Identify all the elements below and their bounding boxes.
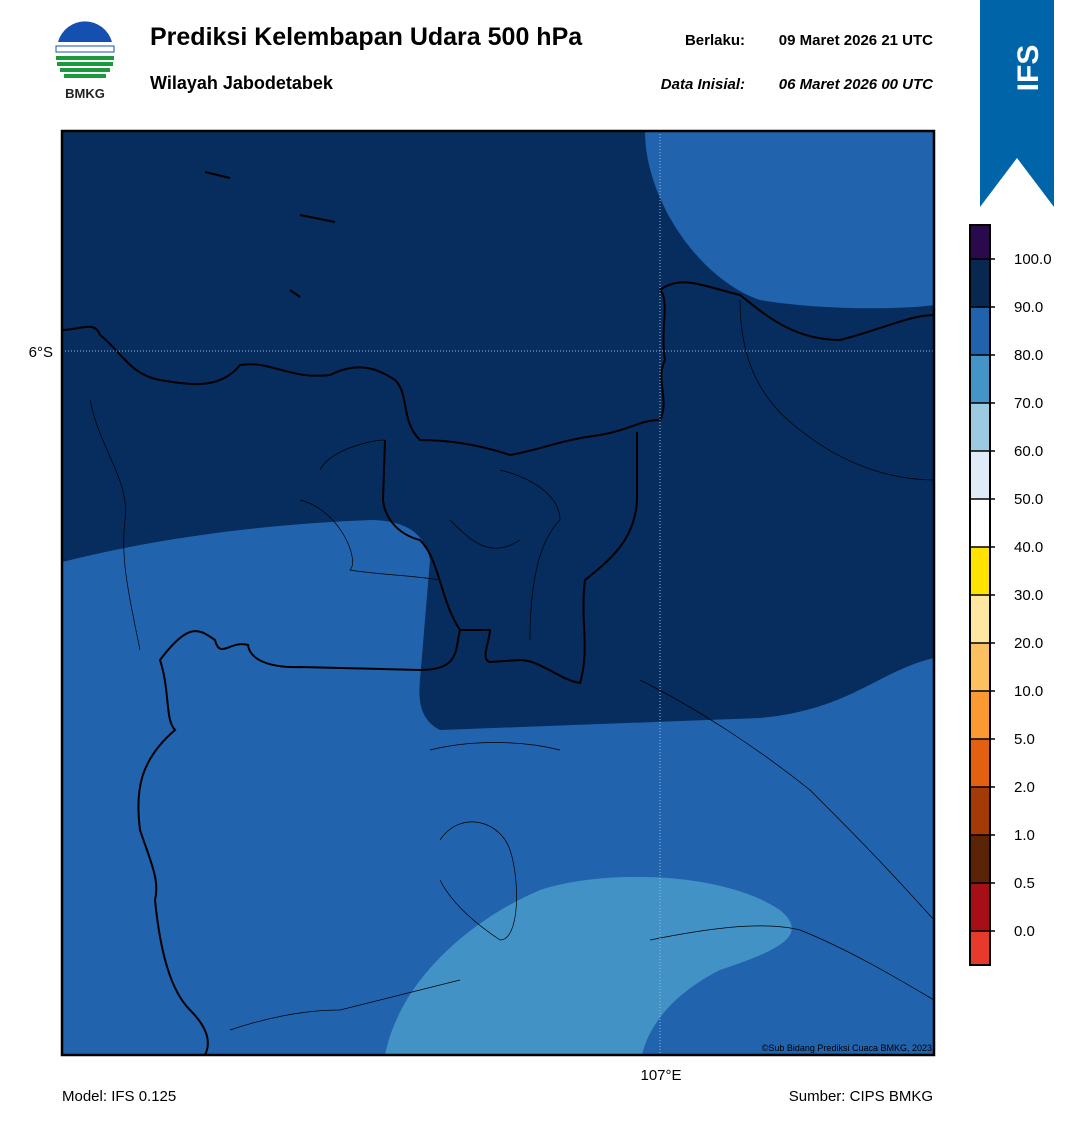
colorbar-label: 1.0 [1014, 827, 1035, 844]
colorbar-bin [970, 451, 990, 499]
title: Prediksi Kelembapan Udara 500 hPa [150, 23, 583, 51]
colorbar-label: 30.0 [1014, 587, 1043, 604]
colorbar-bin [970, 883, 990, 931]
credit: ©Sub Bidang Prediksi Cuaca BMKG, 2023 [762, 1043, 932, 1053]
colorbar-label: 20.0 [1014, 635, 1043, 652]
colorbar-bin [970, 739, 990, 787]
colorbar-bin [970, 355, 990, 403]
colorbar-label: 40.0 [1014, 539, 1043, 556]
badge [980, 0, 1054, 207]
colorbar-bin [970, 835, 990, 883]
valid-time: 09 Maret 2026 21 UTC [779, 32, 933, 49]
colorbar-bin [970, 499, 990, 547]
colorbar-label: 60.0 [1014, 443, 1043, 460]
colorbar-label: 0.5 [1014, 875, 1035, 892]
logo: BMKG [55, 21, 115, 101]
colorbar-bin [970, 259, 990, 307]
colorbar-label: 0.0 [1014, 923, 1035, 940]
colorbar-label: 70.0 [1014, 395, 1043, 412]
colorbar: 0.0 0.5 1.0 2.0 5.0 10.0 20.0 30.0 40.0 50.0 60.0 7… [969, 224, 1052, 966]
footer-source: Sumber: CIPS BMKG [789, 1088, 933, 1105]
colorbar-bin [970, 691, 990, 739]
colorbar-bin [970, 403, 990, 451]
colorbar-label: 50.0 [1014, 491, 1043, 508]
lon-label: 107°E [640, 1067, 681, 1084]
colorbar-bin [970, 547, 990, 595]
colorbar-bin [970, 643, 990, 691]
badge-text: IFS [1012, 45, 1045, 92]
subtitle: Wilayah Jabodetabek [150, 73, 334, 93]
colorbar-label: 2.0 [1014, 779, 1035, 796]
initial-time: 06 Maret 2026 00 UTC [779, 76, 934, 93]
initial-label: Data Inisial: [661, 76, 745, 93]
colorbar-label: 80.0 [1014, 347, 1043, 364]
colorbar-label: 5.0 [1014, 731, 1035, 748]
footer-model: Model: IFS 0.125 [62, 1088, 176, 1105]
colorbar-bin [970, 787, 990, 835]
colorbar-bin [970, 595, 990, 643]
colorbar-label: 10.0 [1014, 683, 1043, 700]
colorbar-bin [970, 931, 990, 965]
colorbar-label: 100.0 [1014, 251, 1052, 268]
logo-text: BMKG [65, 86, 105, 101]
valid-label: Berlaku: [685, 32, 745, 49]
colorbar-bin [970, 307, 990, 355]
lat-label: 6°S [29, 344, 53, 361]
colorbar-label: 90.0 [1014, 299, 1043, 316]
colorbar-bin [970, 225, 990, 259]
map: ©Sub Bidang Prediksi Cuaca BMKG, 2023 [60, 129, 936, 1057]
